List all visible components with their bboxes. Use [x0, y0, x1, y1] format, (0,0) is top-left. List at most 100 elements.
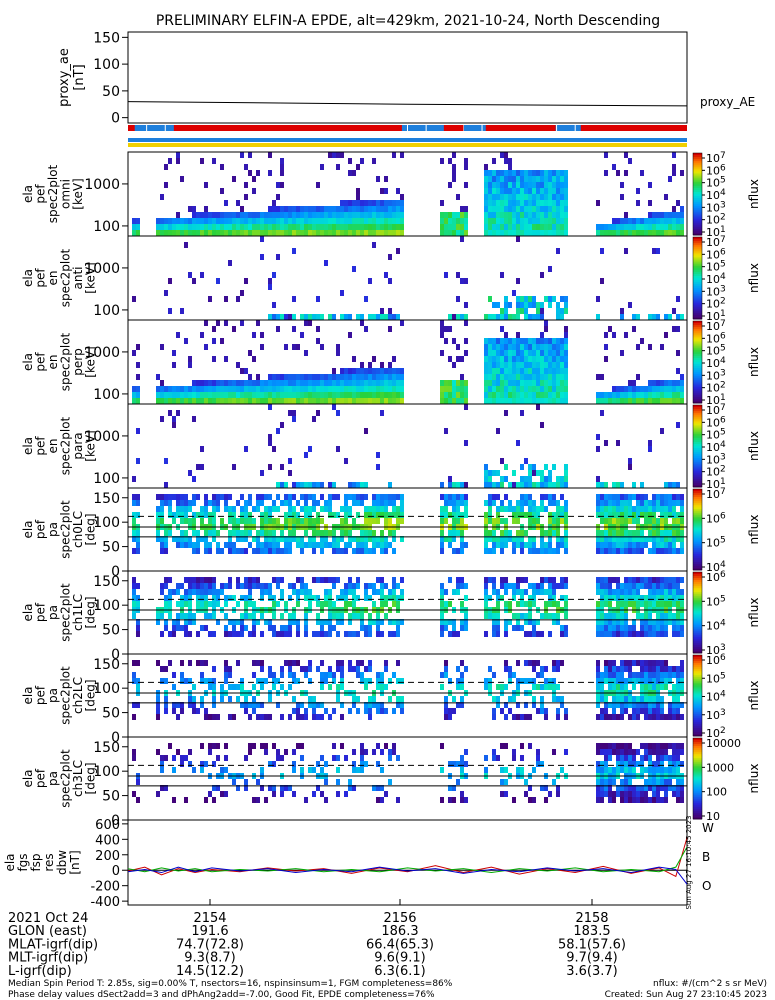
pitch-angle-cell [276, 702, 280, 708]
pitch-angle-cell [644, 536, 648, 542]
pitch-angle-cell [396, 601, 400, 607]
pitch-angle-cell [268, 530, 272, 536]
spectrogram-cell [400, 368, 404, 374]
pitch-angle-cell [660, 577, 664, 583]
pitch-angle-cell [384, 506, 388, 512]
pitch-angle-cell [608, 791, 612, 797]
pitch-angle-cell [328, 631, 332, 637]
pitch-angle-cell [676, 595, 680, 601]
spectrogram-cell [276, 428, 280, 434]
spectrogram-cell [176, 386, 180, 392]
pitch-angle-ytick-label: 100 [93, 598, 120, 614]
pitch-angle-cell [236, 518, 240, 524]
spectrogram-cell [356, 374, 360, 380]
spectrogram-cell [280, 422, 284, 428]
pitch-angle-cell [564, 548, 568, 554]
pitch-angle-cell [624, 660, 628, 666]
spectrogram-cell [528, 176, 532, 182]
pitch-angle-cell [440, 672, 444, 678]
spectrogram-cell [544, 200, 548, 206]
pitch-angle-cell [312, 536, 316, 542]
pitch-angle-cell [620, 542, 624, 548]
pitch-angle-cell [608, 678, 612, 684]
spectrogram-cell [388, 230, 392, 236]
spectrogram-cell [196, 398, 200, 404]
colorbar-label: nflux [747, 347, 761, 377]
pitch-angle-cell [192, 708, 196, 714]
spectrogram-cell [264, 386, 268, 392]
spectrogram-cell [320, 212, 324, 218]
pitch-angle-cell [680, 625, 684, 631]
pitch-angle-cell [528, 494, 532, 500]
spectrogram-cell [400, 386, 404, 392]
spectrogram-cell [160, 392, 164, 398]
pitch-angle-cell [492, 696, 496, 702]
spectrogram-cell [532, 392, 536, 398]
pitch-angle-cell [156, 749, 160, 755]
colorbar-segment [693, 642, 702, 646]
spectrogram-cell [344, 458, 348, 464]
pitch-angle-cell [676, 797, 680, 803]
colorbar-segment [693, 224, 702, 228]
spectrogram-cell [532, 296, 536, 302]
spectrogram-cell [348, 482, 352, 488]
spectrogram-cell [560, 356, 564, 362]
colorbar-segment [693, 171, 702, 174]
pitch-angle-cell [660, 660, 664, 666]
spectrogram-cell [448, 386, 452, 392]
pitch-angle-cell [668, 672, 672, 678]
spectrogram-cell [176, 212, 180, 218]
spectrogram-cell [192, 230, 196, 236]
spectrogram-cell [348, 206, 352, 212]
spectrogram-cell [136, 392, 140, 398]
spectrogram-cell [460, 224, 464, 230]
pitch-angle-cell [176, 542, 180, 548]
pitch-angle-cell [504, 530, 508, 536]
spectrogram-cell [188, 392, 192, 398]
spectrogram-cell [540, 218, 544, 224]
spectrogram-cell [288, 398, 292, 404]
pitch-angle-cell [660, 595, 664, 601]
spectrogram-cell [664, 482, 668, 488]
pitch-angle-cell [200, 702, 204, 708]
pitch-angle-cell [636, 631, 640, 637]
spectrogram-cell [200, 380, 204, 386]
pitch-angle-cell [280, 631, 284, 637]
spectrogram-cell [268, 386, 272, 392]
spectrogram-cell [668, 482, 672, 488]
colorbar-tick-label: 102 [706, 381, 726, 395]
spectrogram-cell [164, 230, 168, 236]
spectrogram-cell [224, 356, 228, 362]
pitch-angle-cell [224, 672, 228, 678]
pitch-angle-cell [656, 583, 660, 589]
spectrogram-cell [448, 158, 452, 164]
pitch-angle-cell [232, 619, 236, 625]
spectrogram-cell [300, 224, 304, 230]
pitch-angle-cell [132, 791, 136, 797]
colorbar-segment [693, 247, 702, 250]
pitch-angle-cell [652, 785, 656, 791]
pitch-angle-cell [380, 583, 384, 589]
spectrogram-cell [204, 230, 208, 236]
spectrogram-cell [672, 398, 676, 404]
pitch-angle-cell [620, 666, 624, 672]
pitch-angle-cell [236, 548, 240, 554]
pitch-angle-cell [268, 583, 272, 589]
colorbar-segment [693, 161, 702, 164]
energy-ylabel: anti [71, 267, 85, 290]
colorbar-tick-label: 107 [706, 403, 726, 417]
colorbar-segment [693, 400, 702, 404]
pitch-angle-cell [444, 518, 448, 524]
spectrogram-cell [488, 200, 492, 206]
pitch-angle-cell [236, 631, 240, 637]
pitch-angle-cell [596, 619, 600, 625]
pitch-angle-cell [456, 512, 460, 518]
pitch-angle-cell [368, 660, 372, 666]
pitch-angle-cell [224, 625, 228, 631]
pitch-angle-cell [328, 666, 332, 672]
spectrogram-cell [648, 380, 652, 386]
pitch-angle-cell [636, 506, 640, 512]
spectrogram-cell [244, 218, 248, 224]
pitch-angle-cell [272, 542, 276, 548]
spectrogram-cell [344, 200, 348, 206]
